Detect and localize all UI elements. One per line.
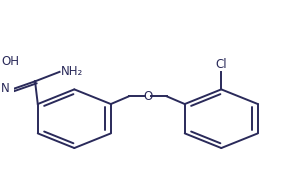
Text: NH₂: NH₂ xyxy=(61,65,83,78)
Text: N: N xyxy=(1,82,9,95)
Text: Cl: Cl xyxy=(215,58,227,71)
Text: O: O xyxy=(143,90,152,103)
Text: OH: OH xyxy=(1,55,20,68)
